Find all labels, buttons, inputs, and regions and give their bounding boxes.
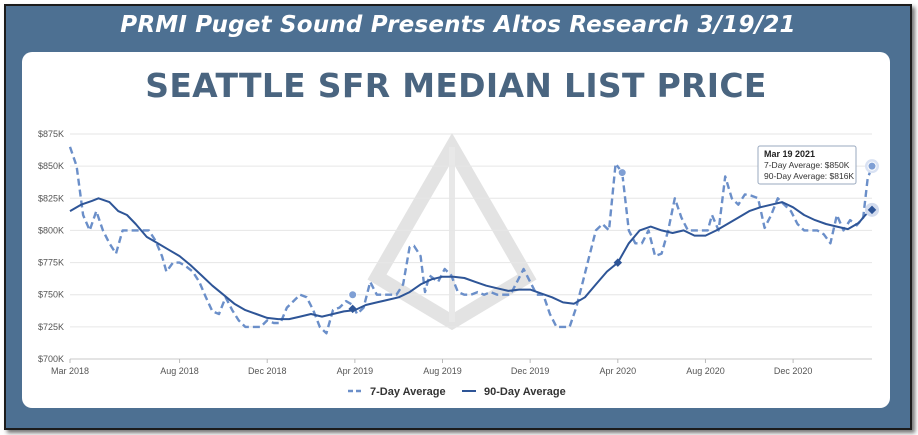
tooltip-90-day: 90-Day Average: $816K — [764, 171, 854, 181]
point-marker-7-day — [348, 290, 358, 300]
x-tick-label: Dec 2018 — [248, 366, 287, 376]
x-tick-label: Aug 2019 — [423, 366, 462, 376]
y-tick-label: $875K — [38, 129, 64, 139]
x-tick-label: Aug 2018 — [160, 366, 199, 376]
legend-label-7-day: 7-Day Average — [370, 386, 446, 398]
hover-point-7-day — [867, 161, 877, 171]
x-tick-label: Dec 2020 — [774, 366, 813, 376]
chart-svg: $700K $725K $750K $775K $800K $825K $850K $875K… — [38, 129, 879, 398]
x-tick-label: Mar 2018 — [51, 366, 89, 376]
chart-title: SEATTLE SFR MEDIAN LIST PRICE — [145, 66, 767, 105]
x-tick-label: Aug 2020 — [686, 366, 725, 376]
y-tick-label: $700K — [38, 354, 64, 364]
series-90-day-line — [69, 197, 873, 321]
tooltip-7-day: 7-Day Average: $850K — [764, 160, 850, 170]
tooltip-box — [757, 145, 857, 185]
watermark-logo — [367, 132, 537, 331]
point-marker-90-day — [348, 304, 357, 314]
x-tick-label: Apr 2019 — [337, 366, 374, 376]
point-marker-7-day — [617, 168, 627, 178]
tooltip-date: Mar 19 2021 — [764, 149, 815, 159]
y-tick-label: $850K — [38, 161, 64, 171]
y-tick-label: $750K — [38, 290, 64, 300]
series-7-day-line — [68, 146, 874, 335]
y-tick-label: $775K — [38, 258, 64, 268]
x-tick-label: Apr 2020 — [600, 366, 637, 376]
legend-label-90-day: 90-Day Average — [484, 386, 566, 398]
x-tick-label: Dec 2019 — [511, 366, 550, 376]
banner-title: PRMI Puget Sound Presents Altos Research… — [120, 12, 796, 38]
chart-panel: SEATTLE SFR MEDIAN LIST PRICE $700K $725K… — [22, 52, 890, 408]
y-tick-label: $725K — [38, 322, 64, 332]
y-tick-label: $800K — [38, 225, 64, 235]
y-tick-label: $825K — [38, 193, 64, 203]
banner-frame: PRMI Puget Sound Presents Altos Research… — [4, 4, 912, 430]
